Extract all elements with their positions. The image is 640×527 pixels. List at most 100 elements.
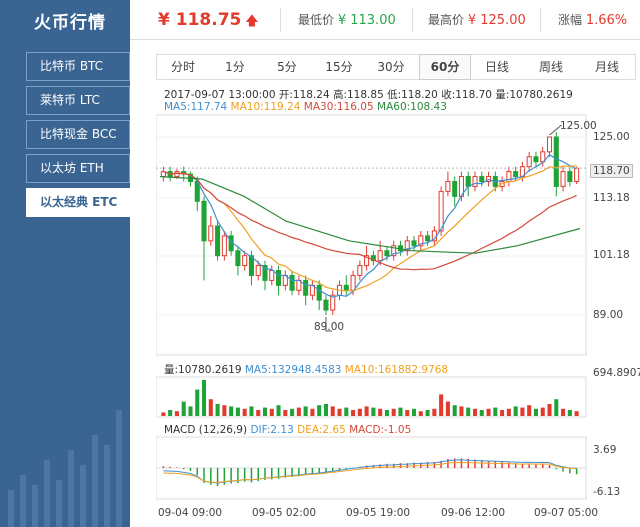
volume-bar bbox=[296, 407, 301, 416]
volume-bar bbox=[202, 380, 207, 416]
sidebar-item-ltc[interactable]: 莱特币 LTC bbox=[26, 86, 130, 115]
volume-bar bbox=[249, 406, 254, 416]
volume-bar bbox=[310, 408, 315, 416]
volume-legend: 量:10780.2619 MA5:132948.4583 MA10:161882… bbox=[164, 362, 448, 377]
volume-bar bbox=[351, 410, 356, 416]
x-tick-4: 09-06 12:00 bbox=[441, 507, 506, 519]
candle-body bbox=[303, 279, 309, 296]
tab-weekly[interactable]: 周线 bbox=[538, 60, 563, 74]
macd-legend: MACD (12,26,9) DIF:2.13 DEA:2.65 MACD:-1… bbox=[164, 424, 411, 436]
candle-body bbox=[452, 181, 458, 197]
change-label: 涨幅 bbox=[558, 13, 583, 27]
candle-body bbox=[330, 294, 336, 311]
volume-bar bbox=[466, 407, 471, 416]
low-price-group: 最低价 ¥ 113.00 bbox=[298, 0, 396, 40]
period-tabs: 分时 1分 5分 15分 30分 60分 日线 周线 月线 bbox=[156, 54, 636, 80]
ma5-legend: MA5:117.74 bbox=[164, 101, 228, 113]
ma30-line bbox=[163, 171, 577, 271]
candle-body bbox=[560, 171, 566, 187]
kline-chart[interactable]: 2017-09-07 13:00:00 开:118.24 高:118.85 低:… bbox=[156, 85, 640, 527]
ma5-line bbox=[163, 154, 577, 298]
candle-body bbox=[411, 240, 417, 247]
app-title: 火币行情 bbox=[34, 13, 106, 33]
sidebar-item-etc[interactable]: 以太经典 ETC bbox=[26, 188, 130, 217]
y-tick-101: 101.18 bbox=[593, 249, 630, 261]
tab-monthly[interactable]: 月线 bbox=[594, 60, 619, 74]
tab-15min[interactable]: 15分 bbox=[325, 60, 353, 74]
macd-value: MACD:-1.05 bbox=[349, 424, 412, 436]
candle-body bbox=[418, 235, 424, 247]
volume-bar bbox=[452, 405, 457, 416]
candle-body bbox=[343, 284, 349, 291]
volume-bar bbox=[195, 389, 200, 416]
sidebar-item-eth[interactable]: 以太坊 ETH bbox=[26, 154, 130, 183]
volume-bar bbox=[290, 408, 295, 416]
volume-bar bbox=[445, 401, 450, 416]
volume-bar bbox=[520, 407, 525, 416]
volume-bar bbox=[269, 408, 274, 416]
ma10-legend: MA10:119.24 bbox=[230, 101, 301, 113]
ma30-legend: MA30:116.05 bbox=[303, 101, 374, 113]
macd-dea-line bbox=[163, 461, 577, 483]
candle-body bbox=[472, 176, 478, 187]
macd-title: MACD (12,26,9) bbox=[164, 424, 248, 436]
volume-bar bbox=[540, 407, 545, 416]
chart-canvas bbox=[156, 114, 587, 500]
change-group: 涨幅 1.66% bbox=[558, 0, 627, 40]
tab-1min[interactable]: 1分 bbox=[225, 60, 245, 74]
volume-bar bbox=[242, 408, 247, 416]
price-panel-frame bbox=[156, 114, 587, 356]
ma10-line bbox=[163, 165, 577, 292]
volume-bar bbox=[561, 408, 566, 416]
candle-body bbox=[384, 250, 390, 257]
current-price-tag: 118.70 bbox=[590, 164, 633, 178]
volume-bar bbox=[378, 408, 383, 416]
volume-bar bbox=[459, 406, 464, 416]
volume-bar bbox=[323, 404, 328, 416]
volume-bar bbox=[215, 404, 220, 416]
tab-timeshare[interactable]: 分时 bbox=[170, 60, 195, 74]
sidebar-decoration bbox=[8, 410, 122, 527]
candle-body bbox=[574, 167, 580, 183]
volume-bar bbox=[547, 404, 552, 416]
low-price-value: ¥ 113.00 bbox=[337, 13, 396, 28]
candle-body bbox=[248, 255, 254, 276]
candle-body bbox=[201, 200, 207, 242]
ma-legend: MA5:117.74 MA10:119.24 MA30:116.05 MA60:… bbox=[164, 101, 447, 113]
candle-body bbox=[323, 299, 329, 311]
sidebar-item-btc[interactable]: 比特币 BTC bbox=[26, 52, 130, 81]
candle-body bbox=[221, 235, 227, 257]
candle-body bbox=[364, 255, 370, 267]
x-tick-2: 09-05 02:00 bbox=[252, 507, 317, 519]
volume-bar bbox=[276, 405, 281, 416]
volume-bar bbox=[418, 411, 423, 416]
tab-60min[interactable]: 60分 bbox=[419, 54, 471, 80]
high-marker-arrow bbox=[549, 124, 562, 136]
candle-body bbox=[567, 171, 573, 183]
volume-bar bbox=[222, 405, 227, 416]
candle-body bbox=[404, 240, 410, 252]
volume-bar bbox=[574, 411, 579, 416]
volume-bar bbox=[527, 405, 532, 416]
candle-body bbox=[357, 265, 363, 276]
candle-body bbox=[377, 250, 383, 262]
candle-body bbox=[513, 171, 519, 178]
volume-bar bbox=[472, 408, 478, 416]
volume-bar bbox=[174, 411, 179, 416]
volume-bar bbox=[384, 410, 389, 416]
tab-30min[interactable]: 30分 bbox=[377, 60, 405, 74]
volume-bar bbox=[337, 408, 342, 416]
volume-bar bbox=[344, 407, 349, 416]
candle-body bbox=[235, 250, 241, 267]
volume-bar bbox=[493, 407, 498, 416]
volume-bar bbox=[391, 408, 396, 416]
high-price-group: 最高价 ¥ 125.00 bbox=[428, 0, 526, 40]
tab-5min[interactable]: 5分 bbox=[277, 60, 297, 74]
volume-bar bbox=[208, 399, 213, 416]
tab-daily[interactable]: 日线 bbox=[484, 60, 509, 74]
sidebar-item-bcc[interactable]: 比特现金 BCC bbox=[26, 120, 130, 149]
high-price-label: 最高价 bbox=[428, 13, 465, 27]
candle-body bbox=[316, 284, 322, 301]
volume-bar bbox=[364, 406, 369, 416]
candle-body bbox=[391, 245, 397, 257]
